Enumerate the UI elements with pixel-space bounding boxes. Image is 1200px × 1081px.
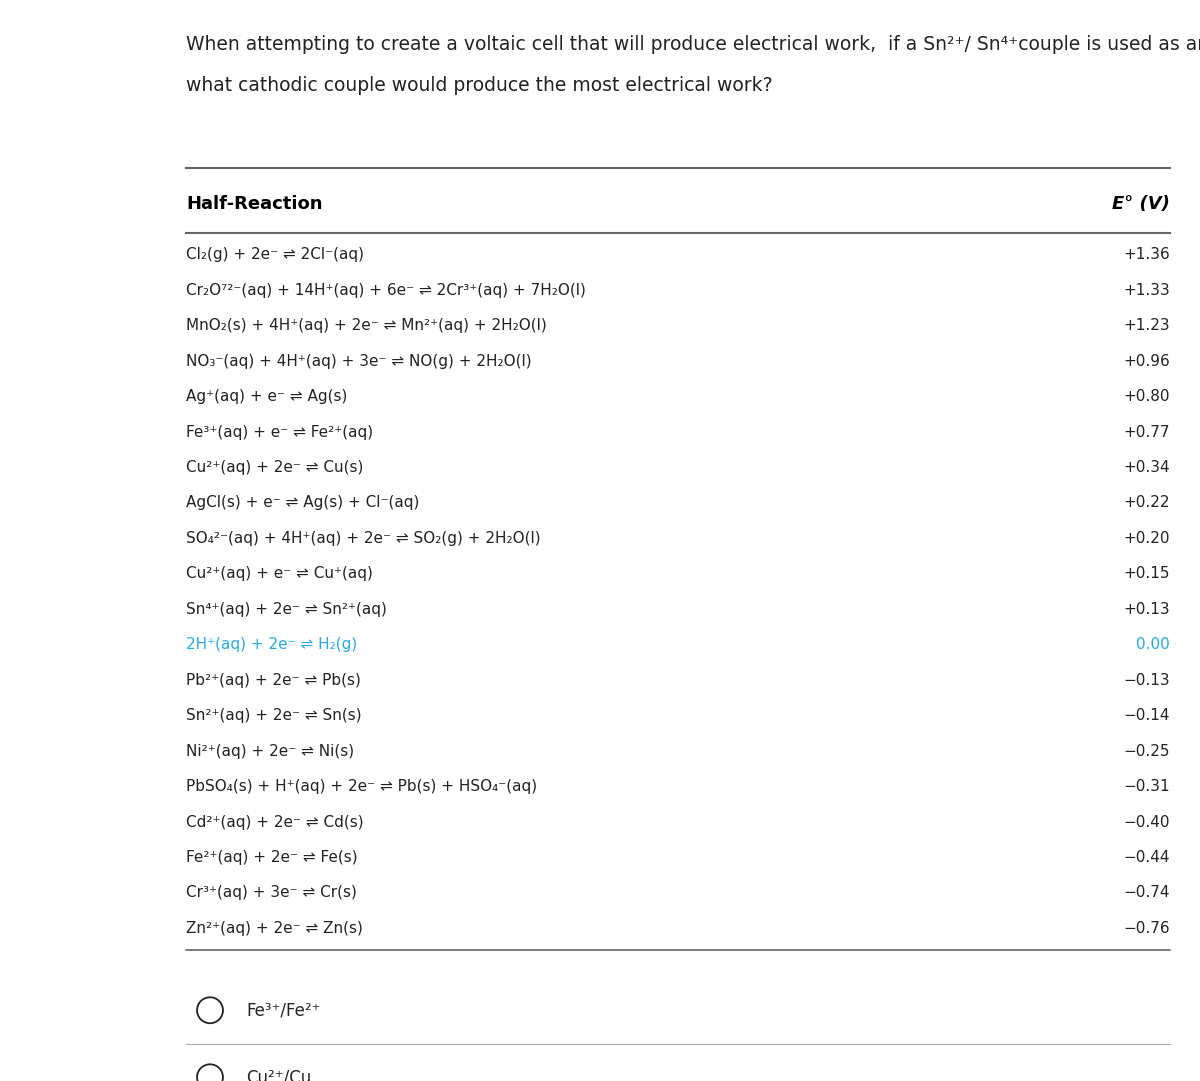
Text: Fe³⁺/Fe²⁺: Fe³⁺/Fe²⁺ bbox=[246, 1001, 320, 1019]
Text: Cu²⁺(aq) + e⁻ ⇌ Cu⁺(aq): Cu²⁺(aq) + e⁻ ⇌ Cu⁺(aq) bbox=[186, 566, 373, 582]
Text: −0.76: −0.76 bbox=[1123, 921, 1170, 936]
Text: +0.96: +0.96 bbox=[1123, 353, 1170, 369]
Text: +1.33: +1.33 bbox=[1123, 283, 1170, 297]
Text: Ag⁺(aq) + e⁻ ⇌ Ag(s): Ag⁺(aq) + e⁻ ⇌ Ag(s) bbox=[186, 389, 347, 404]
Text: E° (V): E° (V) bbox=[1112, 195, 1170, 213]
Text: −0.31: −0.31 bbox=[1123, 779, 1170, 795]
Text: 0.00: 0.00 bbox=[1136, 638, 1170, 652]
Text: Cu²⁺(aq) + 2e⁻ ⇌ Cu(s): Cu²⁺(aq) + 2e⁻ ⇌ Cu(s) bbox=[186, 461, 364, 475]
Text: Fe³⁺(aq) + e⁻ ⇌ Fe²⁺(aq): Fe³⁺(aq) + e⁻ ⇌ Fe²⁺(aq) bbox=[186, 425, 373, 440]
Text: Pb²⁺(aq) + 2e⁻ ⇌ Pb(s): Pb²⁺(aq) + 2e⁻ ⇌ Pb(s) bbox=[186, 672, 361, 688]
Text: Cu²⁺/Cu: Cu²⁺/Cu bbox=[246, 1068, 311, 1081]
Text: SO₄²⁻(aq) + 4H⁺(aq) + 2e⁻ ⇌ SO₂(g) + 2H₂O(l): SO₄²⁻(aq) + 4H⁺(aq) + 2e⁻ ⇌ SO₂(g) + 2H₂… bbox=[186, 531, 541, 546]
Text: PbSO₄(s) + H⁺(aq) + 2e⁻ ⇌ Pb(s) + HSO₄⁻(aq): PbSO₄(s) + H⁺(aq) + 2e⁻ ⇌ Pb(s) + HSO₄⁻(… bbox=[186, 779, 538, 795]
Text: Cr₂O⁷²⁻(aq) + 14H⁺(aq) + 6e⁻ ⇌ 2Cr³⁺(aq) + 7H₂O(l): Cr₂O⁷²⁻(aq) + 14H⁺(aq) + 6e⁻ ⇌ 2Cr³⁺(aq)… bbox=[186, 283, 586, 297]
Text: MnO₂(s) + 4H⁺(aq) + 2e⁻ ⇌ Mn²⁺(aq) + 2H₂O(l): MnO₂(s) + 4H⁺(aq) + 2e⁻ ⇌ Mn²⁺(aq) + 2H₂… bbox=[186, 318, 547, 333]
Text: When attempting to create a voltaic cell that will produce electrical work,  if : When attempting to create a voltaic cell… bbox=[186, 35, 1200, 54]
Text: +0.22: +0.22 bbox=[1123, 495, 1170, 510]
Text: +0.34: +0.34 bbox=[1123, 461, 1170, 475]
Text: 2H⁺(aq) + 2e⁻ ⇌ H₂(g): 2H⁺(aq) + 2e⁻ ⇌ H₂(g) bbox=[186, 638, 358, 652]
Text: Fe²⁺(aq) + 2e⁻ ⇌ Fe(s): Fe²⁺(aq) + 2e⁻ ⇌ Fe(s) bbox=[186, 850, 358, 865]
Text: AgCl(s) + e⁻ ⇌ Ag(s) + Cl⁻(aq): AgCl(s) + e⁻ ⇌ Ag(s) + Cl⁻(aq) bbox=[186, 495, 419, 510]
Text: Sn⁴⁺(aq) + 2e⁻ ⇌ Sn²⁺(aq): Sn⁴⁺(aq) + 2e⁻ ⇌ Sn²⁺(aq) bbox=[186, 602, 386, 617]
Text: +0.77: +0.77 bbox=[1123, 425, 1170, 440]
Text: −0.13: −0.13 bbox=[1123, 672, 1170, 688]
Text: +0.20: +0.20 bbox=[1123, 531, 1170, 546]
Text: −0.44: −0.44 bbox=[1123, 850, 1170, 865]
Text: Half-Reaction: Half-Reaction bbox=[186, 195, 323, 213]
Text: Cd²⁺(aq) + 2e⁻ ⇌ Cd(s): Cd²⁺(aq) + 2e⁻ ⇌ Cd(s) bbox=[186, 815, 364, 829]
Text: +1.23: +1.23 bbox=[1123, 318, 1170, 333]
Text: NO₃⁻(aq) + 4H⁺(aq) + 3e⁻ ⇌ NO(g) + 2H₂O(l): NO₃⁻(aq) + 4H⁺(aq) + 3e⁻ ⇌ NO(g) + 2H₂O(… bbox=[186, 353, 532, 369]
Text: Cl₂(g) + 2e⁻ ⇌ 2Cl⁻(aq): Cl₂(g) + 2e⁻ ⇌ 2Cl⁻(aq) bbox=[186, 248, 364, 263]
Text: +1.36: +1.36 bbox=[1123, 248, 1170, 263]
Text: −0.25: −0.25 bbox=[1123, 744, 1170, 759]
Text: −0.40: −0.40 bbox=[1123, 815, 1170, 829]
Text: Sn²⁺(aq) + 2e⁻ ⇌ Sn(s): Sn²⁺(aq) + 2e⁻ ⇌ Sn(s) bbox=[186, 708, 361, 723]
Text: −0.14: −0.14 bbox=[1123, 708, 1170, 723]
Text: Ni²⁺(aq) + 2e⁻ ⇌ Ni(s): Ni²⁺(aq) + 2e⁻ ⇌ Ni(s) bbox=[186, 744, 354, 759]
Text: +0.13: +0.13 bbox=[1123, 602, 1170, 617]
Text: +0.15: +0.15 bbox=[1123, 566, 1170, 582]
Text: what cathodic couple would produce the most electrical work?: what cathodic couple would produce the m… bbox=[186, 76, 773, 95]
Text: Cr³⁺(aq) + 3e⁻ ⇌ Cr(s): Cr³⁺(aq) + 3e⁻ ⇌ Cr(s) bbox=[186, 885, 356, 900]
Text: Zn²⁺(aq) + 2e⁻ ⇌ Zn(s): Zn²⁺(aq) + 2e⁻ ⇌ Zn(s) bbox=[186, 921, 362, 936]
Text: −0.74: −0.74 bbox=[1123, 885, 1170, 900]
Text: +0.80: +0.80 bbox=[1123, 389, 1170, 404]
